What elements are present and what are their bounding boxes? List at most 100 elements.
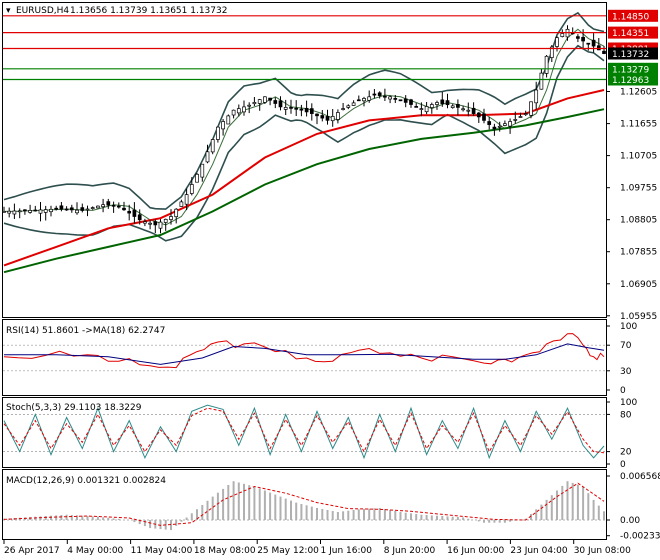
candle-body[interactable] <box>544 55 549 74</box>
candle-body[interactable] <box>23 209 27 212</box>
candle-body[interactable] <box>346 105 351 108</box>
candle-body[interactable] <box>153 221 158 226</box>
candle-body[interactable] <box>393 98 398 100</box>
candle-body[interactable] <box>278 100 283 108</box>
candle-body[interactable] <box>518 116 523 118</box>
candle-body[interactable] <box>424 106 429 113</box>
candle-body[interactable] <box>398 99 403 102</box>
candle-body[interactable] <box>492 126 497 130</box>
candle-body[interactable] <box>85 208 90 211</box>
candle-body[interactable] <box>383 95 387 98</box>
candle-body[interactable] <box>534 89 539 104</box>
candle-body[interactable] <box>195 173 199 183</box>
candle-body[interactable] <box>174 208 179 218</box>
candle-body[interactable] <box>28 210 32 213</box>
candle-body[interactable] <box>325 116 330 121</box>
candle-body[interactable] <box>461 108 465 111</box>
candle-body[interactable] <box>111 204 116 207</box>
candle-body[interactable] <box>466 109 471 112</box>
candle-body[interactable] <box>33 209 38 212</box>
candle-body[interactable] <box>372 93 377 96</box>
candle-body[interactable] <box>341 108 345 110</box>
candle-body[interactable] <box>445 100 450 106</box>
candle-body[interactable] <box>236 108 241 114</box>
candle-body[interactable] <box>257 99 262 104</box>
candle-body[interactable] <box>49 208 53 213</box>
candle-body[interactable] <box>12 210 17 215</box>
rsi-pane[interactable] <box>3 333 606 372</box>
candle-body[interactable] <box>2 211 6 213</box>
candle-body[interactable] <box>189 184 194 194</box>
candle-body[interactable] <box>122 207 126 211</box>
candle-body[interactable] <box>96 205 100 209</box>
candle-body[interactable] <box>101 204 105 208</box>
candle-body[interactable] <box>330 116 335 122</box>
candle-body[interactable] <box>59 205 64 210</box>
candle-body[interactable] <box>377 92 382 96</box>
candle-body[interactable] <box>54 207 59 210</box>
candle-body[interactable] <box>294 107 299 110</box>
candle-body[interactable] <box>231 109 236 116</box>
candle-body[interactable] <box>43 209 48 213</box>
macd-pane[interactable] <box>3 481 606 531</box>
candle-body[interactable] <box>158 221 163 229</box>
candle-body[interactable] <box>299 108 304 111</box>
candle-body[interactable] <box>184 194 189 205</box>
candle-body[interactable] <box>596 45 601 51</box>
candle-body[interactable] <box>304 107 309 113</box>
candle-body[interactable] <box>403 98 408 103</box>
candle-body[interactable] <box>356 99 361 102</box>
candle-body[interactable] <box>419 108 424 110</box>
candle-body[interactable] <box>226 115 231 125</box>
candle-body[interactable] <box>273 100 278 104</box>
candle-body[interactable] <box>435 102 439 105</box>
candle-body[interactable] <box>169 216 173 220</box>
candle-body[interactable] <box>17 210 22 213</box>
candle-body[interactable] <box>487 121 492 125</box>
candle-body[interactable] <box>476 112 481 118</box>
candle-body[interactable] <box>513 119 518 121</box>
candle-body[interactable] <box>137 214 142 221</box>
candle-body[interactable] <box>268 97 272 101</box>
candle-body[interactable] <box>549 46 554 58</box>
candle-body[interactable] <box>351 102 356 106</box>
candle-body[interactable] <box>163 218 168 223</box>
candle-body[interactable] <box>315 113 319 117</box>
candle-body[interactable] <box>200 163 205 178</box>
candle-body[interactable] <box>221 121 225 130</box>
candle-body[interactable] <box>75 209 79 214</box>
main-price-pane[interactable] <box>2 11 607 274</box>
candle-body[interactable] <box>252 102 257 105</box>
candle-body[interactable] <box>482 113 486 121</box>
candle-body[interactable] <box>247 104 252 107</box>
candle-body[interactable] <box>132 209 137 217</box>
candle-body[interactable] <box>336 112 340 120</box>
candle-body[interactable] <box>309 108 314 114</box>
candle-body[interactable] <box>508 121 512 127</box>
candle-body[interactable] <box>591 39 596 47</box>
candle-body[interactable] <box>69 207 74 211</box>
candle-body[interactable] <box>388 96 392 100</box>
candle-body[interactable] <box>143 221 147 224</box>
candle-body[interactable] <box>409 99 413 105</box>
stoch-pane[interactable] <box>3 404 606 460</box>
candle-body[interactable] <box>320 115 325 119</box>
candle-body[interactable] <box>179 201 184 207</box>
candle-body[interactable] <box>289 107 293 109</box>
candle-body[interactable] <box>414 106 419 108</box>
candle-body[interactable] <box>497 125 502 128</box>
candle-body[interactable] <box>210 139 215 153</box>
candle-body[interactable] <box>456 104 460 108</box>
candle-body[interactable] <box>148 222 152 225</box>
candle-body[interactable] <box>7 210 12 214</box>
candle-body[interactable] <box>283 107 288 110</box>
candle-body[interactable] <box>205 151 210 163</box>
candle-body[interactable] <box>367 96 372 101</box>
candle-body[interactable] <box>450 105 455 108</box>
candle-body[interactable] <box>440 99 445 104</box>
candle-body[interactable] <box>576 36 580 39</box>
candle-body[interactable] <box>539 72 544 90</box>
candle-body[interactable] <box>127 210 132 214</box>
candle-body[interactable] <box>90 207 95 209</box>
